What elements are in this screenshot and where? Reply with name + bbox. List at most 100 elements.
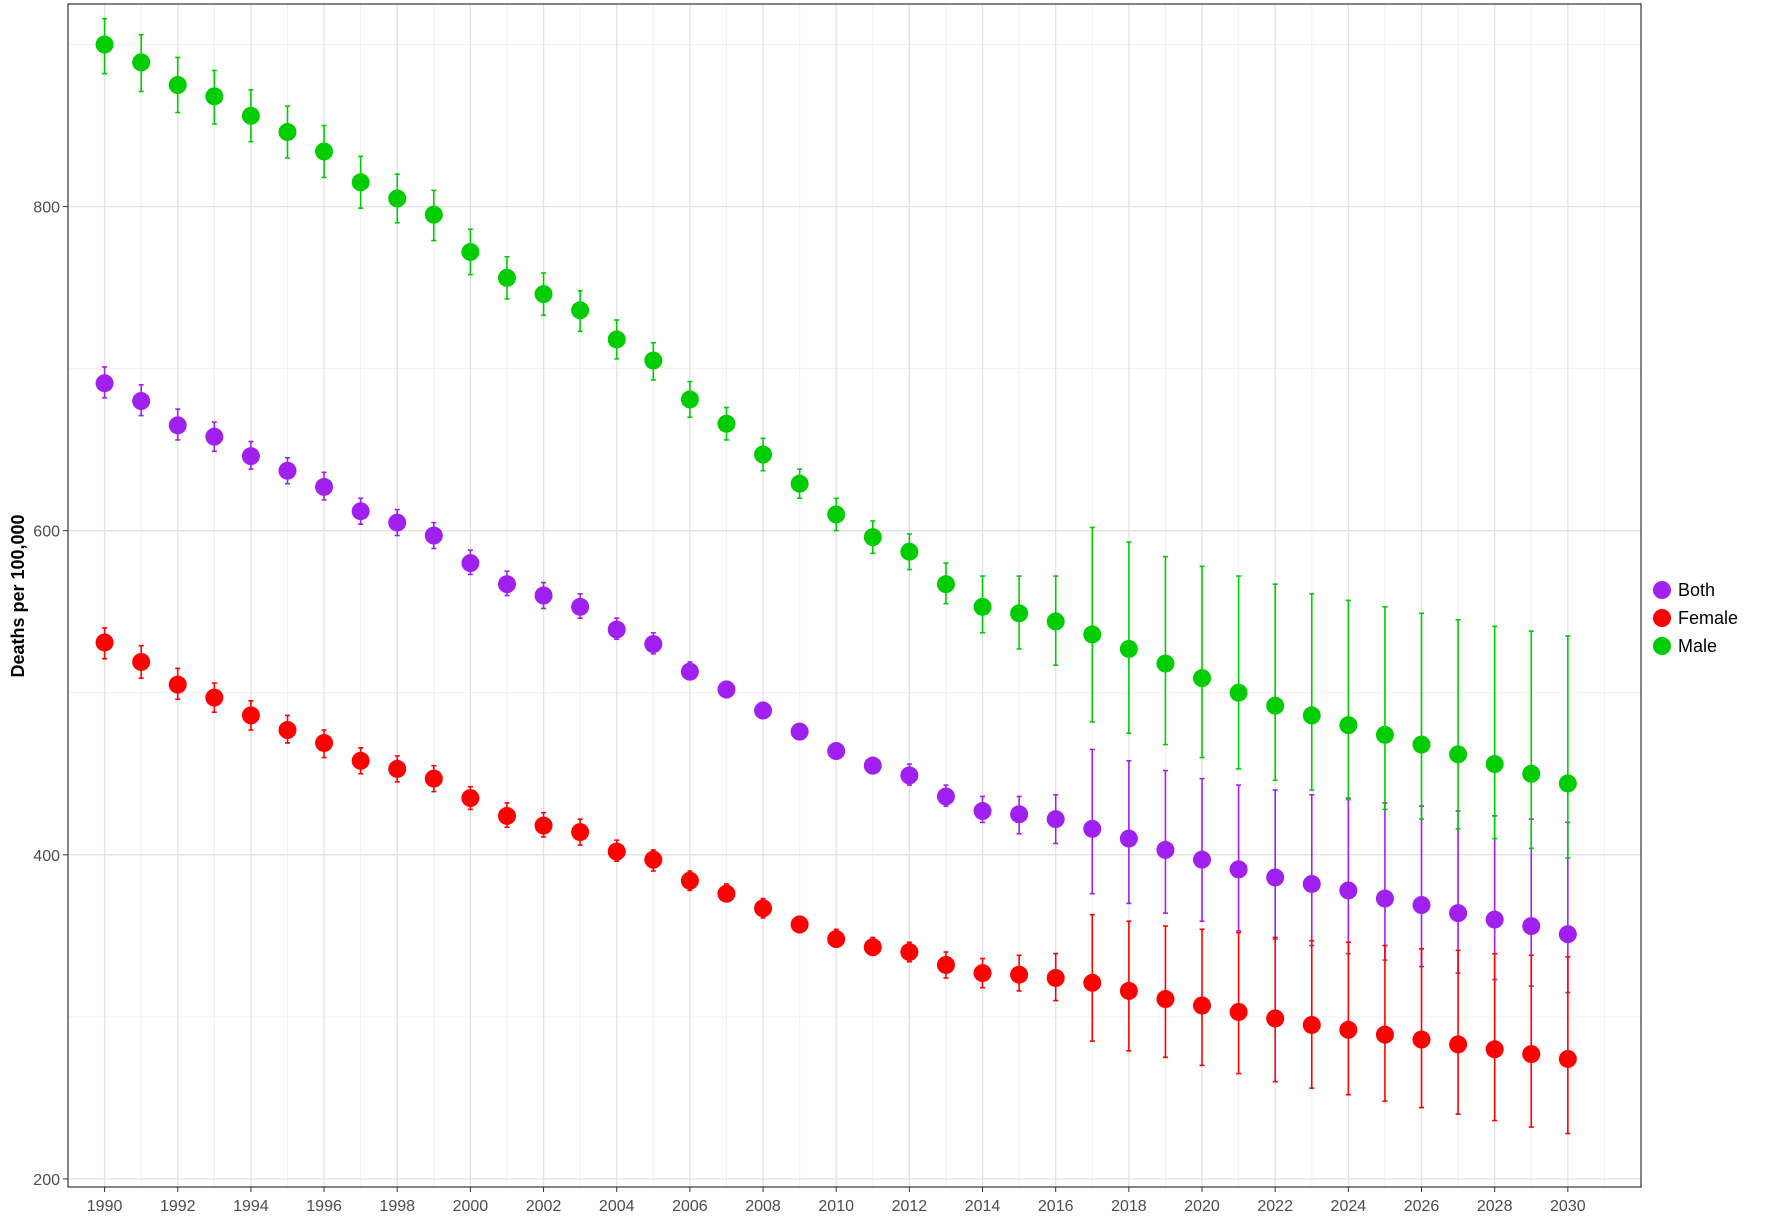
x-tick-label: 2020	[1184, 1198, 1220, 1215]
point-male	[1083, 625, 1102, 644]
point-male	[1010, 604, 1029, 623]
point-male	[388, 189, 407, 208]
point-male	[424, 205, 443, 224]
point-female	[95, 633, 114, 652]
x-tick-label: 2010	[818, 1198, 854, 1215]
point-female	[973, 964, 992, 983]
point-both	[754, 701, 773, 720]
point-female	[644, 850, 663, 869]
point-female	[132, 652, 151, 671]
y-tick-label: 600	[33, 524, 60, 541]
axes: 200 400 600 800 1990 1992 1994 1996 1998 2000 2002…	[33, 200, 1585, 1215]
point-female	[1083, 973, 1102, 992]
point-both	[717, 680, 736, 699]
point-both	[1302, 874, 1321, 893]
point-both	[1229, 860, 1248, 879]
point-female	[388, 759, 407, 778]
point-female	[1412, 1030, 1431, 1049]
point-female	[205, 688, 224, 707]
point-male	[680, 390, 699, 409]
point-male	[607, 330, 626, 349]
x-tick-label: 2004	[599, 1198, 635, 1215]
legend-key-female	[1653, 609, 1671, 627]
point-female	[790, 915, 809, 934]
point-male	[497, 268, 516, 287]
x-tick-label: 1996	[306, 1198, 342, 1215]
legend-key-both	[1653, 581, 1671, 599]
point-female	[680, 871, 699, 890]
point-both	[936, 787, 955, 806]
point-female	[1229, 1002, 1248, 1021]
point-female	[1010, 965, 1029, 984]
point-both	[1485, 910, 1504, 929]
point-male	[315, 142, 334, 161]
point-male	[754, 445, 773, 464]
point-female	[1375, 1025, 1394, 1044]
point-both	[1375, 889, 1394, 908]
point-male	[1375, 725, 1394, 744]
point-male	[1193, 669, 1212, 688]
point-male	[717, 414, 736, 433]
point-male	[351, 173, 370, 192]
point-both	[1412, 896, 1431, 915]
point-both	[607, 620, 626, 639]
point-male	[278, 123, 297, 142]
point-female	[1302, 1015, 1321, 1034]
point-male	[1302, 706, 1321, 725]
point-male	[863, 528, 882, 547]
point-female	[461, 789, 480, 808]
point-female	[827, 930, 846, 949]
point-male	[790, 474, 809, 493]
point-male	[241, 106, 260, 125]
point-male	[936, 575, 955, 594]
point-male	[168, 76, 187, 95]
point-male	[1339, 716, 1358, 735]
point-both	[973, 802, 992, 821]
point-male	[132, 53, 151, 72]
point-female	[241, 706, 260, 725]
point-both	[205, 427, 224, 446]
point-male	[1412, 735, 1431, 754]
point-both	[1339, 881, 1358, 900]
point-female	[1046, 968, 1065, 987]
point-male	[1522, 764, 1541, 783]
point-both	[1119, 829, 1138, 848]
point-both	[680, 662, 699, 681]
point-both	[241, 447, 260, 466]
y-tick-label: 800	[33, 200, 60, 217]
point-both	[95, 374, 114, 393]
point-male	[644, 351, 663, 370]
x-tick-label: 2018	[1111, 1198, 1147, 1215]
point-both	[388, 513, 407, 532]
x-tick-label: 2014	[965, 1198, 1001, 1215]
data-points	[95, 35, 1577, 1068]
point-both	[351, 502, 370, 521]
point-both	[571, 597, 590, 616]
point-both	[315, 477, 334, 496]
point-both	[1266, 868, 1285, 887]
point-female	[900, 943, 919, 962]
point-both	[1558, 925, 1577, 944]
point-female	[717, 884, 736, 903]
legend-key-male	[1653, 637, 1671, 655]
point-female	[1522, 1045, 1541, 1064]
point-female	[351, 751, 370, 770]
point-both	[1522, 917, 1541, 936]
legend-label-both: Both	[1678, 580, 1715, 600]
point-female	[1119, 981, 1138, 1000]
point-male	[973, 597, 992, 616]
legend-label-male: Male	[1678, 636, 1717, 656]
point-female	[607, 842, 626, 861]
point-female	[278, 721, 297, 740]
point-both	[168, 416, 187, 435]
point-female	[863, 938, 882, 957]
point-female	[1558, 1049, 1577, 1068]
y-axis-title: Deaths per 100,000	[8, 514, 28, 677]
x-tick-label: 2008	[745, 1198, 781, 1215]
point-male	[1119, 639, 1138, 658]
point-male	[461, 242, 480, 261]
point-both	[1449, 904, 1468, 923]
point-male	[95, 35, 114, 54]
x-tick-label: 1998	[379, 1198, 415, 1215]
